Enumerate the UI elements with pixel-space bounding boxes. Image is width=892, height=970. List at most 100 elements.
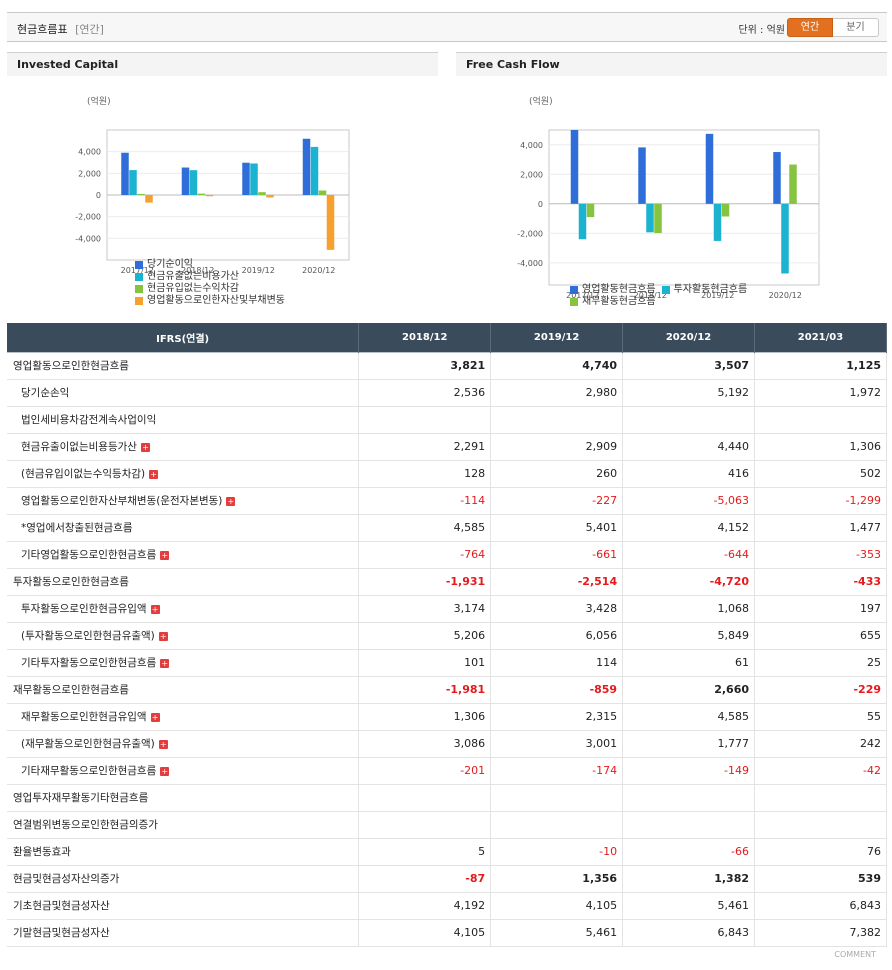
table-row: 연결범위변동으로인한현금의증가 <box>7 810 887 839</box>
cell-value: 4,585 <box>358 514 492 542</box>
row-label-text: 법인세비용차감전계속사업이익 <box>21 414 157 426</box>
cell-value: -1,981 <box>358 675 492 704</box>
statement-period: [연간] <box>75 23 104 36</box>
cell-value: 5,192 <box>622 379 756 407</box>
bar <box>326 195 335 250</box>
comment-link[interactable]: COMMENT <box>834 950 876 959</box>
expand-icon[interactable]: + <box>226 496 236 506</box>
cell-value: 55 <box>754 703 887 731</box>
cell-value: 2,660 <box>622 675 756 704</box>
bar <box>646 203 654 233</box>
expand-icon[interactable]: + <box>150 712 160 722</box>
row-label: 재무활동으로인한현금유입액 + <box>7 703 360 731</box>
cell-value <box>490 783 624 812</box>
cell-value: -227 <box>490 487 624 515</box>
cell-value: 260 <box>490 460 624 488</box>
cell-value: 1,356 <box>490 864 624 893</box>
table-row: 현금유출이없는비용등가산 +2,291 2,909 4,440 1,306 <box>7 433 887 461</box>
cell-value: 2,291 <box>358 433 492 461</box>
x-tick-label: 2019/12 <box>701 291 734 300</box>
bar <box>121 152 129 195</box>
cell-value: 1,382 <box>622 864 756 893</box>
row-label-text: 기타재무활동으로인한현금흐름 <box>21 765 157 777</box>
row-label: 법인세비용차감전계속사업이익 <box>7 406 360 434</box>
bar <box>145 195 153 203</box>
cell-value: 1,306 <box>754 433 887 461</box>
cell-value: 4,105 <box>490 891 624 920</box>
y-tick-label: 4,000 <box>78 148 101 157</box>
cell-value: 114 <box>490 649 624 677</box>
expand-icon[interactable]: + <box>158 739 168 749</box>
free-cash-flow-chart: (억원) 4,000 2,000 0 -2,000 -4,000 2017/12 2018/1… <box>517 95 820 300</box>
legend-label: 영업활동현금흐름 <box>582 284 656 295</box>
cell-value: 539 <box>754 864 887 893</box>
legend-item: 현금유출없는비용가산 <box>135 271 285 283</box>
row-label-text: 영업활동으로인한자산부채변동(운전자본변동) <box>21 495 223 507</box>
row-label-text: 기초현금및현금성자산 <box>13 900 110 912</box>
tab-annual[interactable]: 연간 <box>787 18 833 37</box>
y-tick-label: 2,000 <box>520 170 543 179</box>
x-tick-label: 2017/12 <box>121 266 154 275</box>
cell-value: -661 <box>490 541 624 569</box>
cell-value: 416 <box>622 460 756 488</box>
expand-icon[interactable]: + <box>150 604 160 614</box>
chart-legend: 영업활동현금흐름 투자활동현금흐름 재무활동현금흐름 <box>570 284 747 308</box>
cell-value: 197 <box>754 595 887 623</box>
legend-swatch <box>135 261 143 269</box>
cell-value: 3,086 <box>358 730 492 758</box>
bar <box>705 133 714 204</box>
cell-value: 101 <box>358 649 492 677</box>
table-row: 영업투자재무활동기타현금흐름 <box>7 783 887 812</box>
table-row: (현금유입이없는수익등차감) +128 260 416 502 <box>7 460 887 488</box>
table-row: (투자활동으로인한현금유출액) +5,206 6,056 5,849 655 <box>7 622 887 650</box>
table-row: 기말현금및현금성자산 4,105 5,461 6,843 7,382 <box>7 918 887 947</box>
cell-value: -764 <box>358 541 492 569</box>
legend-label: 현금유출없는비용가산 <box>147 271 239 282</box>
table-row: 영업활동으로인한자산부채변동(운전자본변동) + -114 -227 -5,063 -1,… <box>7 487 887 515</box>
row-label-text: 영업투자재무활동기타현금흐름 <box>13 792 149 804</box>
row-label-text: 투자활동으로인한현금흐름 <box>13 576 129 588</box>
legend-swatch <box>570 286 578 294</box>
legend-row: 재무활동현금흐름 <box>570 296 747 308</box>
tab-quarterly[interactable]: 분기 <box>833 18 879 37</box>
row-label-text: (재무활동으로인한현금유출액) <box>21 738 155 750</box>
chart-title: Invested Capital <box>17 58 119 71</box>
cell-value: -5,063 <box>622 487 756 515</box>
table-row: 법인세비용차감전계속사업이익 <box>7 406 887 434</box>
cell-value: 25 <box>754 649 887 677</box>
bar <box>205 195 214 197</box>
row-label: (투자활동으로인한현금유출액) + <box>7 622 360 650</box>
legend-item: 현금유입없는수익차감 <box>135 283 285 295</box>
cell-value <box>622 406 756 434</box>
expand-icon[interactable]: + <box>158 631 168 641</box>
cell-value <box>358 810 492 839</box>
row-label-text: (투자활동으로인한현금유출액) <box>21 630 155 642</box>
row-label-text: 연결범위변동으로인한현금의증가 <box>13 819 158 831</box>
row-label: 당기순손익 <box>7 379 360 407</box>
table-row: *영업에서창출된현금흐름 4,585 5,401 4,152 1,477 <box>7 514 887 542</box>
legend-item: 당기순이익 <box>135 259 285 271</box>
bar <box>302 138 311 195</box>
bar <box>242 162 250 195</box>
cell-value: 2,536 <box>358 379 492 407</box>
bar <box>773 152 781 204</box>
bar <box>137 193 145 195</box>
cell-value <box>490 406 624 434</box>
expand-icon[interactable]: + <box>160 550 170 560</box>
cell-value: 2,980 <box>490 379 624 407</box>
statement-title: 현금흐름표 <box>17 23 68 36</box>
cell-value <box>754 810 887 839</box>
cell-value: -10 <box>490 837 624 866</box>
cell-value <box>358 406 492 434</box>
y-tick-label: -2,000 <box>75 213 101 222</box>
row-label: *영업에서창출된현금흐름 <box>7 514 360 542</box>
expand-icon[interactable]: + <box>160 658 170 668</box>
expand-icon[interactable]: + <box>140 442 150 452</box>
header-period: 2019/12 <box>490 323 624 352</box>
bar <box>250 163 258 195</box>
row-label: 연결범위변동으로인한현금의증가 <box>7 810 360 839</box>
expand-icon[interactable]: + <box>149 469 159 479</box>
expand-icon[interactable]: + <box>160 766 170 776</box>
cell-value: 1,777 <box>622 730 756 758</box>
table-row: 기초현금및현금성자산 4,192 4,105 5,461 6,843 <box>7 891 887 920</box>
